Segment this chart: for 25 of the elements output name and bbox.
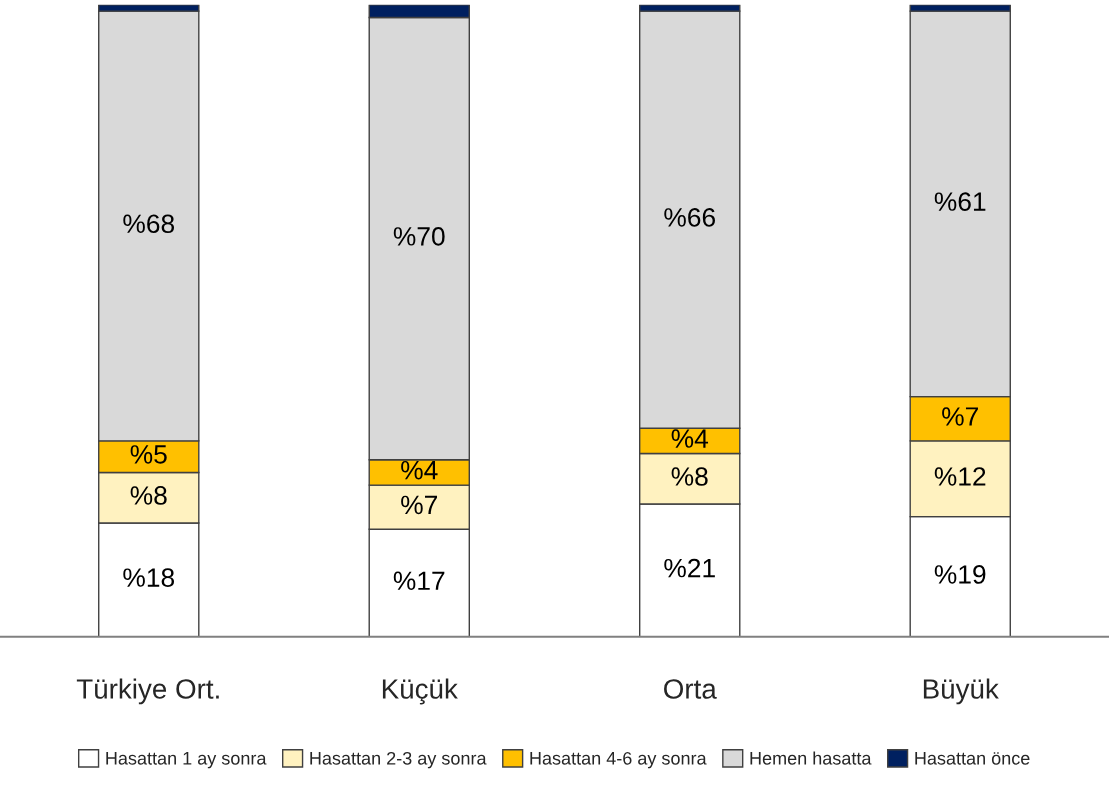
legend-label: Hasattan 2-3 ay sonra (310, 751, 487, 769)
data-label: %66 (664, 208, 715, 227)
x-tick-label: Büyük (923, 678, 999, 705)
data-label: %70 (393, 227, 445, 246)
data-label: %8 (671, 467, 708, 486)
x-tick-label: Küçük (382, 678, 458, 705)
data-label: %18 (123, 568, 175, 587)
data-label: %61 (934, 192, 986, 211)
legend-label: Hasattan önce (915, 752, 1030, 765)
data-label: %68 (123, 214, 175, 234)
legend-label: Hasattan 1 ay sonra (106, 752, 267, 769)
data-label: %7 (401, 495, 437, 515)
x-tick-label: Türkiye Ort. (76, 678, 219, 705)
data-label: %17 (393, 571, 445, 591)
data-label: %12 (934, 467, 986, 486)
x-tick-label: Orta (664, 679, 717, 699)
data-label: %8 (130, 486, 167, 505)
data-label: %7 (942, 407, 978, 426)
data-label: %4 (671, 429, 709, 448)
data-label: %5 (130, 445, 167, 464)
data-label: %19 (934, 565, 986, 584)
data-label: %4 (401, 460, 438, 480)
legend-label: Hemen hasatta (750, 751, 872, 765)
legend-label: Hasattan 4-6 ay sonra (530, 751, 707, 769)
data-label: %21 (664, 558, 715, 578)
